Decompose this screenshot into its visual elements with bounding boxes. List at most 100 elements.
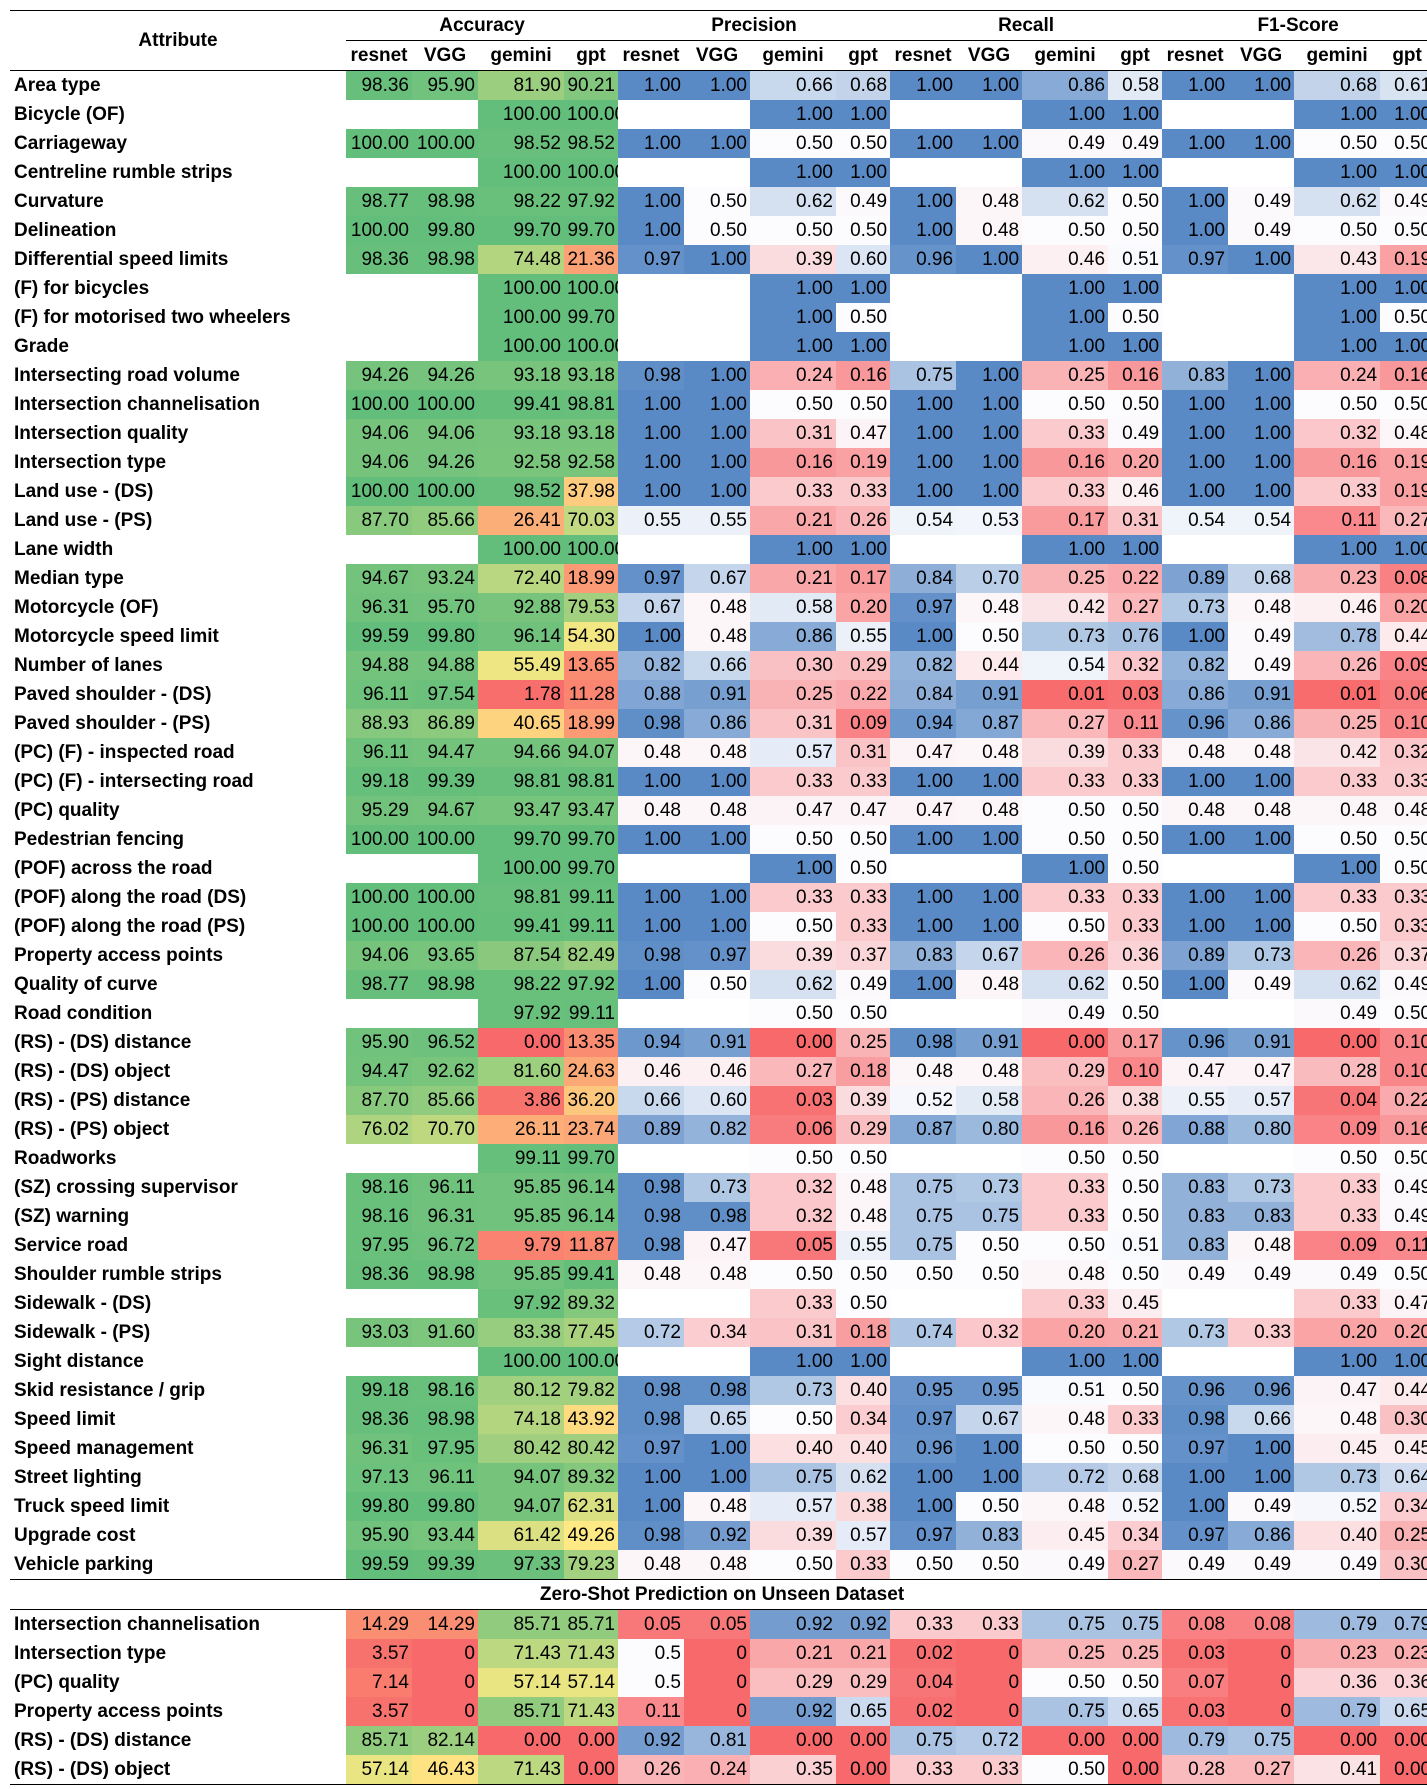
metric-cell: 0.68 <box>1228 564 1295 593</box>
table-row: Intersection quality 94.06 94.06 93.18 93.18… <box>10 419 1427 448</box>
metric-cell: 0.75 <box>890 1173 957 1202</box>
metric-cell: 94.88 <box>412 651 478 680</box>
attribute-label: Vehicle parking <box>14 1554 154 1575</box>
metric-cell: 0.48 <box>1380 419 1427 448</box>
metric-cell: 92.58 <box>478 448 564 477</box>
metric-cell <box>956 999 1022 1028</box>
metric-cell: 0.62 <box>1294 970 1381 999</box>
metric-cell <box>684 274 750 303</box>
metric-cell <box>890 1347 956 1376</box>
metric-cell: 93.18 <box>564 419 618 448</box>
metric-cell: 0.50 <box>1108 216 1163 245</box>
metric-cell: 0.47 <box>1380 1289 1427 1318</box>
metric-cell: 0.21 <box>750 506 836 535</box>
metric-cell: 0.46 <box>684 1057 750 1086</box>
metric-cell: 0.50 <box>1022 216 1109 245</box>
metric-cell: 0.05 <box>684 1609 750 1639</box>
metric-cell: 79.53 <box>564 593 618 622</box>
metric-cell: 0.00 <box>1294 1726 1381 1755</box>
metric-cell: 80.12 <box>478 1376 564 1405</box>
metric-cell: 0.86 <box>1228 1521 1295 1550</box>
metric-cell: 0.25 <box>836 1028 891 1057</box>
metric-cell: 92.62 <box>412 1057 478 1086</box>
metric-cell: 0.75 <box>890 1231 957 1260</box>
metric-cell: 0.50 <box>1108 303 1163 332</box>
metric-cell: 0.49 <box>1294 1260 1381 1289</box>
metric-cell: 0.50 <box>890 1260 957 1289</box>
metric-cell <box>412 854 478 883</box>
metric-cell: 98.52 <box>478 477 564 506</box>
metric-cell: 98.81 <box>478 883 564 912</box>
metric-cell: 99.59 <box>346 622 412 651</box>
metric-cell: 0.96 <box>890 1434 957 1463</box>
metric-cell: 0.50 <box>956 1260 1023 1289</box>
metric-cell: 0.33 <box>750 767 836 796</box>
metric-cell: 1.00 <box>1108 535 1163 564</box>
attribute-label: (PC) (F) - intersecting road <box>14 771 254 792</box>
metric-cell <box>956 274 1022 303</box>
metric-cell: 0.84 <box>890 564 957 593</box>
metric-cell: 90.21 <box>564 70 618 100</box>
metric-cell: 100.00 <box>346 477 412 506</box>
attribute-label: Sight distance <box>14 1351 144 1372</box>
metric-cell: 0.50 <box>1022 390 1109 419</box>
metric-cell: 0.48 <box>1162 796 1229 825</box>
metric-cell: 1.00 <box>956 912 1023 941</box>
metric-cell: 93.44 <box>412 1521 478 1550</box>
metric-cell: 0.55 <box>684 506 750 535</box>
metric-cell: 98.98 <box>412 970 478 999</box>
metric-cell: 0.55 <box>836 1231 891 1260</box>
metric-cell: 0.03 <box>750 1086 836 1115</box>
metric-cell: 0.04 <box>890 1668 957 1697</box>
metric-cell: 96.31 <box>346 1434 412 1463</box>
metric-cell: 76.02 <box>346 1115 412 1144</box>
metric-cell: 0.78 <box>1294 622 1381 651</box>
metric-cell <box>890 274 956 303</box>
metric-cell: 0.48 <box>956 216 1023 245</box>
table-row: Number of lanes 94.88 94.88 55.49 13.65 0.82 0… <box>10 651 1427 680</box>
table-row: Upgrade cost 95.90 93.44 61.42 49.26 0.98 0.92… <box>10 1521 1427 1550</box>
metric-cell: 0.73 <box>1162 1318 1229 1347</box>
metric-cell: 0.62 <box>1022 970 1109 999</box>
metric-cell: 100.00 <box>564 535 618 564</box>
metric-cell: 0.50 <box>956 1550 1023 1580</box>
metric-cell: 0.49 <box>1022 129 1109 158</box>
metric-cell: 0.47 <box>684 1231 750 1260</box>
metric-cell <box>412 1347 478 1376</box>
metric-cell: 93.18 <box>564 361 618 390</box>
metric-cell: 0.54 <box>1022 651 1109 680</box>
metric-cell: 0.48 <box>618 1550 684 1580</box>
metric-cell: 1.00 <box>836 158 891 187</box>
metric-cell: 0.58 <box>1108 70 1163 100</box>
metric-cell: 1.00 <box>1162 912 1229 941</box>
metric-cell <box>890 1289 956 1318</box>
metric-cell: 1.00 <box>618 390 684 419</box>
metric-cell: 0.19 <box>1380 477 1427 506</box>
metric-cell: 1.00 <box>618 187 684 216</box>
metric-cell: 93.24 <box>412 564 478 593</box>
metric-cell: 80.42 <box>478 1434 564 1463</box>
metric-cell: 0.09 <box>836 709 891 738</box>
metric-cell: 85.71 <box>478 1697 564 1726</box>
metric-cell <box>1162 100 1228 129</box>
metric-cell: 0.10 <box>1380 1057 1427 1086</box>
metric-cell: 23.74 <box>564 1115 618 1144</box>
metric-cell <box>684 332 750 361</box>
metric-cell: 98.16 <box>412 1376 478 1405</box>
metric-cell <box>890 535 956 564</box>
metric-cell: 98.81 <box>564 767 618 796</box>
metric-cell: 0.50 <box>890 1550 957 1580</box>
metric-cell: 0.48 <box>836 1202 891 1231</box>
metric-cell: 54.30 <box>564 622 618 651</box>
metric-cell: 0.33 <box>1022 419 1109 448</box>
metric-cell: 0.73 <box>1022 622 1109 651</box>
attribute-header: Attribute <box>10 10 346 71</box>
metric-cell: 1.00 <box>618 70 684 100</box>
metric-cell: 0.38 <box>1108 1086 1163 1115</box>
metric-cell: 37.98 <box>564 477 618 506</box>
metric-cell: 0.21 <box>750 1639 836 1668</box>
metric-cell: 91.60 <box>412 1318 478 1347</box>
metric-cell <box>412 1144 478 1173</box>
metric-cell: 0.50 <box>1108 854 1163 883</box>
metric-cell <box>1228 1144 1294 1173</box>
